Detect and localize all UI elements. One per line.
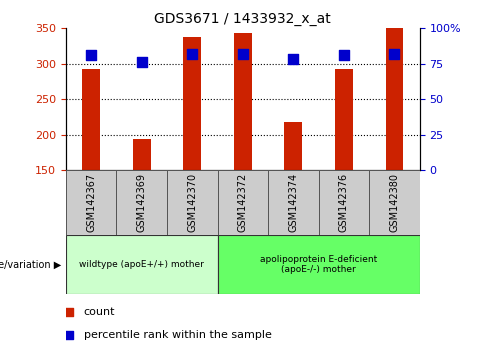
Bar (133, 139, 150, 170)
Text: genotype/variation ▶: genotype/variation ▶ (0, 259, 61, 270)
Bar (218, 170, 268, 235)
Bar (66, 170, 117, 235)
Bar (117, 170, 167, 235)
Text: apolipoprotein E-deficient
(apoE-/-) mother: apolipoprotein E-deficient (apoE-/-) mot… (260, 255, 377, 274)
Point (239, 51, 247, 57)
Bar (167, 170, 218, 235)
Text: GSM142380: GSM142380 (389, 173, 399, 232)
Bar (183, 37, 201, 170)
Text: GSM142369: GSM142369 (137, 173, 147, 232)
Bar (319, 170, 369, 235)
Text: percentile rank within the sample: percentile rank within the sample (83, 330, 271, 341)
Text: GSM142372: GSM142372 (238, 173, 248, 232)
Bar (285, 122, 302, 170)
Text: GSM142370: GSM142370 (187, 173, 197, 232)
Bar (66, 235, 218, 294)
Text: GSM142374: GSM142374 (288, 173, 298, 232)
Text: wildtype (apoE+/+) mother: wildtype (apoE+/+) mother (79, 260, 204, 269)
Point (188, 51, 196, 57)
Point (390, 51, 398, 57)
Text: GSM142376: GSM142376 (339, 173, 349, 232)
Bar (335, 69, 353, 170)
Bar (82, 69, 100, 170)
Bar (234, 33, 252, 170)
Bar (386, 28, 403, 170)
Point (340, 52, 348, 58)
Title: GDS3671 / 1433932_x_at: GDS3671 / 1433932_x_at (154, 12, 331, 26)
Point (271, 7, 279, 13)
Bar (369, 170, 420, 235)
Bar (218, 235, 420, 294)
Point (138, 59, 145, 65)
Bar (268, 170, 319, 235)
Text: count: count (83, 307, 115, 318)
Point (289, 56, 297, 62)
Point (271, 217, 279, 222)
Point (87, 52, 95, 57)
Text: GSM142367: GSM142367 (86, 173, 96, 232)
